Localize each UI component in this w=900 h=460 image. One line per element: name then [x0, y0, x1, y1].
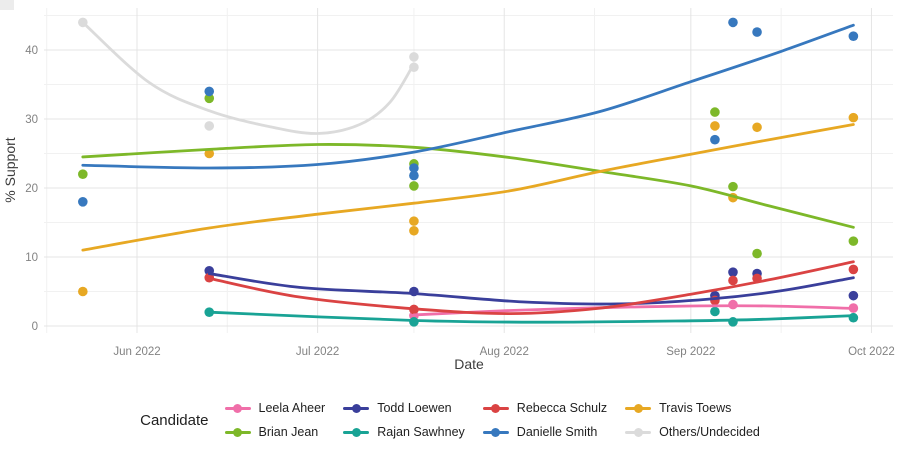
legend-key-danielle-smith	[482, 427, 509, 438]
trend-line-rebecca-schulz	[207, 260, 855, 316]
legend-item-leela-aheer: Leela Aheer	[224, 396, 326, 420]
legend-item-danielle-smith: Danielle Smith	[482, 420, 607, 444]
legend: Candidate Leela Aheer Brian Jean Todd Loew…	[0, 396, 900, 444]
series-points-brian-jean	[78, 93, 859, 259]
data-point	[728, 267, 738, 277]
gridlines-major	[44, 8, 893, 333]
legend-label: Rebecca Schulz	[516, 401, 608, 415]
data-point	[728, 317, 738, 327]
x-tick-label: Jul 2022	[296, 346, 339, 358]
trend-lines	[81, 21, 855, 324]
trend-line-brian-jean	[81, 143, 855, 229]
data-point	[78, 197, 88, 207]
legend-item-others-undecided: Others/Undecided	[625, 420, 760, 444]
x-tick-label: Aug 2022	[480, 346, 529, 358]
data-point	[848, 290, 859, 301]
corner-artifact	[0, 0, 14, 10]
legend-label: Brian Jean	[258, 425, 319, 439]
legend-key-rajan-sawhney	[343, 427, 370, 438]
series-points-danielle-smith	[78, 17, 859, 207]
data-point	[728, 17, 738, 28]
legend-label: Danielle Smith	[516, 425, 598, 439]
plot-area: Jun 2022 Jul 2022 Aug 2022 Sep 2022 Oct 2022…	[2, 8, 895, 372]
x-tick-label: Sep 2022	[666, 346, 715, 358]
y-tick-label: 10	[25, 252, 38, 264]
data-point	[409, 52, 419, 62]
series-points-others-undecided	[78, 17, 419, 131]
data-point	[409, 181, 419, 191]
y-axis-tick-labels: 0 10 20 30 40	[25, 45, 38, 333]
data-point	[204, 93, 215, 104]
data-point	[78, 169, 88, 179]
data-point	[409, 163, 419, 173]
legend-item-rajan-sawhney: Rajan Sawhney	[343, 420, 465, 444]
trend-line-todd-loewen	[207, 272, 855, 306]
data-point	[752, 27, 762, 37]
legend-key-todd-loewen	[343, 403, 370, 414]
x-axis-tick-labels: Jun 2022 Jul 2022 Aug 2022 Sep 2022 Oct 2022	[113, 346, 894, 358]
legend-items: Leela Aheer Brian Jean Todd Loewen Rajan Sa…	[224, 396, 760, 444]
legend-item-todd-loewen: Todd Loewen	[343, 396, 465, 420]
y-tick-label: 40	[25, 45, 38, 57]
data-point	[409, 170, 419, 181]
data-point	[710, 306, 720, 317]
data-point	[848, 31, 859, 41]
y-tick-label: 30	[25, 114, 38, 126]
legend-item-travis-toews: Travis Toews	[625, 396, 760, 420]
trend-line-travis-toews	[81, 123, 855, 252]
data-point	[204, 121, 215, 131]
trend-line-leela-aheer	[412, 304, 855, 317]
data-point	[710, 107, 720, 117]
gridlines-minor	[44, 8, 893, 333]
data-point	[409, 225, 419, 236]
trend-line-danielle-smith	[81, 23, 855, 170]
data-point	[848, 112, 859, 123]
x-tick-label: Oct 2022	[848, 346, 895, 358]
legend-key-brian-jean	[224, 427, 251, 438]
legend-label: Rajan Sawhney	[377, 425, 465, 439]
legend-title: Candidate	[140, 411, 209, 429]
trend-line-others-undecided	[81, 21, 416, 135]
legend-label: Todd Loewen	[377, 401, 452, 415]
x-axis-title: Date	[454, 356, 484, 372]
legend-key-leela-aheer	[224, 403, 251, 414]
data-point	[728, 275, 738, 286]
legend-label: Travis Toews	[659, 401, 732, 415]
y-tick-label: 0	[32, 321, 38, 333]
trend-line-rajan-sawhney	[207, 310, 855, 324]
data-point	[204, 86, 215, 97]
legend-key-others-undecided	[625, 427, 652, 438]
data-point	[848, 236, 859, 246]
data-point	[710, 121, 720, 131]
legend-item-rebecca-schulz: Rebecca Schulz	[482, 396, 608, 420]
data-point	[409, 216, 419, 226]
y-axis-title: % Support	[2, 137, 18, 202]
legend-label: Others/Undecided	[659, 425, 760, 439]
series-points-todd-loewen	[204, 266, 859, 301]
y-tick-label: 20	[25, 183, 38, 195]
x-tick-label: Jun 2022	[113, 346, 160, 358]
data-point	[752, 248, 762, 259]
data-point	[710, 134, 720, 145]
data-point	[204, 148, 215, 159]
data-point	[728, 181, 738, 192]
legend-label: Leela Aheer	[258, 401, 326, 415]
data-point	[78, 286, 88, 297]
data-point	[848, 264, 859, 275]
legend-item-brian-jean: Brian Jean	[224, 420, 326, 444]
legend-key-travis-toews	[625, 403, 652, 414]
legend-key-rebecca-schulz	[482, 403, 509, 414]
data-point	[752, 122, 762, 133]
